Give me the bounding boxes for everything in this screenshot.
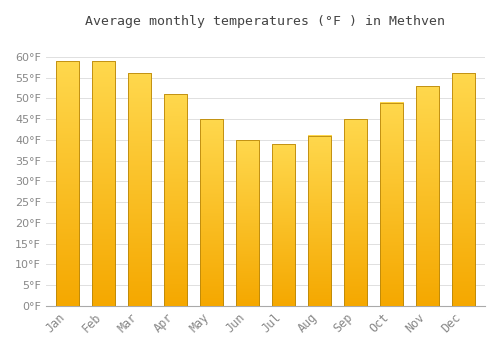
Bar <box>380 103 403 306</box>
Bar <box>308 136 331 306</box>
Bar <box>164 94 187 306</box>
Bar <box>272 144 295 306</box>
Bar <box>416 86 439 306</box>
Bar <box>92 61 115 306</box>
Bar <box>200 119 223 306</box>
Bar <box>344 119 367 306</box>
Title: Average monthly temperatures (°F ) in Methven: Average monthly temperatures (°F ) in Me… <box>86 15 446 28</box>
Bar <box>452 74 475 306</box>
Bar <box>128 74 151 306</box>
Bar <box>236 140 259 306</box>
Bar <box>56 61 79 306</box>
